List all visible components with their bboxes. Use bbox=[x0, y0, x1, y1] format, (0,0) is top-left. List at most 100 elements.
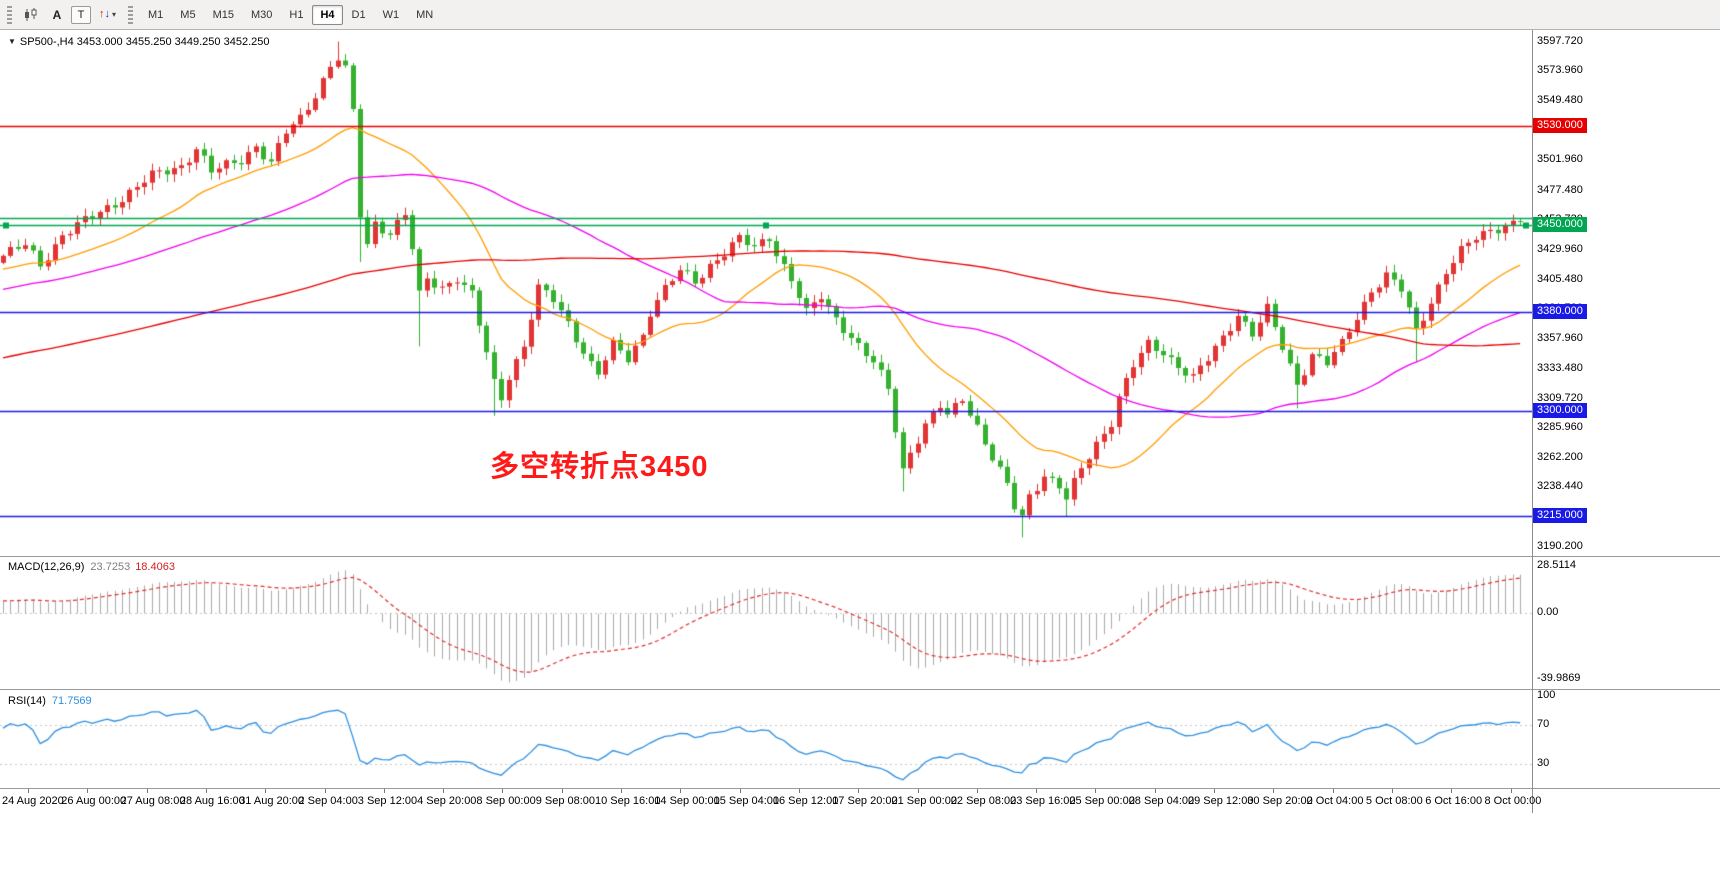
rsi-panel-canvas[interactable] bbox=[0, 690, 1532, 788]
panel-divider-time[interactable] bbox=[0, 788, 1720, 789]
rsi-name: RSI(14) bbox=[8, 695, 46, 707]
time-axis-label: 4 Sep 20:00 bbox=[417, 795, 477, 807]
time-axis-label: 16 Sep 12:00 bbox=[772, 795, 839, 807]
toolbar-grip[interactable] bbox=[7, 5, 12, 24]
dropdown-triangle-icon: ▼ bbox=[8, 37, 16, 46]
macd-main-value: 23.7253 bbox=[90, 561, 131, 573]
price-axis-tick: 3405.480 bbox=[1537, 272, 1583, 285]
price-line-badge: 3300.000 bbox=[1533, 402, 1587, 418]
rsi-indicator-label: RSI(14) 71.7569 bbox=[8, 695, 92, 707]
time-axis-label: 27 Aug 08:00 bbox=[120, 795, 186, 807]
rsi-axis-label: 70 bbox=[1537, 717, 1550, 730]
chart-annotation-text[interactable]: 多空转折点3450 bbox=[490, 451, 709, 483]
chart-mode-button[interactable] bbox=[19, 4, 43, 26]
price-line-badge: 3380.000 bbox=[1533, 303, 1587, 319]
price-axis-tick: 3333.480 bbox=[1537, 362, 1583, 375]
time-axis-tick bbox=[1451, 789, 1453, 793]
time-axis-label: 9 Sep 08:00 bbox=[535, 795, 596, 807]
time-axis-label: 22 Sep 08:00 bbox=[950, 795, 1017, 807]
macd-axis-label: 0.00 bbox=[1537, 606, 1559, 619]
time-axis-tick bbox=[28, 789, 29, 793]
time-axis-tick bbox=[858, 789, 860, 793]
time-axis-label: 17 Sep 20:00 bbox=[832, 795, 898, 807]
panel-divider-rsi[interactable] bbox=[0, 689, 1720, 690]
chart-symbol-title: ▼ SP500-,H4 3453.000 3455.250 3449.250 34… bbox=[8, 36, 269, 48]
timeframe-button-h4[interactable]: H4 bbox=[312, 4, 343, 25]
panel-divider-macd[interactable] bbox=[0, 556, 1720, 557]
caret-down-icon: ▾ bbox=[112, 10, 117, 19]
timeframe-toolbar: M1 M5 M15 M30 H1 H4 D1 W1 MN bbox=[140, 4, 441, 25]
macd-signal-value: 18.4063 bbox=[135, 561, 175, 573]
time-axis-label: 8 Sep 00:00 bbox=[476, 795, 536, 807]
price-line-badge: 3450.000 bbox=[1533, 216, 1587, 232]
time-axis-label: 31 Aug 20:00 bbox=[239, 795, 305, 807]
time-axis-label: 29 Sep 12:00 bbox=[1188, 795, 1254, 807]
macd-axis-label: -39.9869 bbox=[1537, 672, 1581, 685]
time-axis-tick bbox=[443, 789, 445, 793]
candlestick-icon bbox=[25, 7, 37, 21]
price-axis-tick: 3238.440 bbox=[1537, 480, 1583, 493]
price-axis-tick: 3429.960 bbox=[1537, 242, 1583, 255]
price-axis-tick: 3597.720 bbox=[1537, 34, 1583, 47]
timeframe-button-mn[interactable]: MN bbox=[408, 5, 441, 25]
time-axis-label: 2 Sep 04:00 bbox=[298, 795, 358, 807]
time-axis-tick bbox=[1332, 789, 1334, 793]
time-axis-tick bbox=[739, 789, 741, 793]
price-axis-tick: 3309.720 bbox=[1537, 391, 1583, 404]
time-axis-tick bbox=[1036, 789, 1038, 793]
top-toolbar: A T ↑ ↓ ▾ M1 M5 M15 M30 H1 H4 D1 W1 MN bbox=[0, 0, 1720, 30]
price-axis-tick: 3190.200 bbox=[1537, 540, 1583, 553]
time-axis-tick bbox=[502, 789, 504, 793]
time-axis-tick bbox=[1095, 789, 1097, 793]
time-axis-tick bbox=[976, 789, 978, 793]
arrows-tool-button[interactable]: ↑ ↓ ▾ bbox=[94, 4, 121, 26]
time-axis-tick bbox=[1391, 789, 1393, 793]
time-axis-tick bbox=[146, 789, 148, 793]
time-axis-tick bbox=[205, 789, 207, 793]
time-axis-label: 10 Sep 16:00 bbox=[595, 795, 661, 807]
time-axis-label: 21 Sep 00:00 bbox=[891, 795, 957, 807]
timeframe-button-m1[interactable]: M1 bbox=[140, 5, 171, 25]
text-tool-button[interactable]: T bbox=[71, 5, 91, 24]
time-axis-tick bbox=[680, 789, 682, 793]
macd-indicator-label: MACD(12,26,9) 23.7253 18.4063 bbox=[8, 561, 175, 573]
time-axis-tick bbox=[1273, 789, 1275, 793]
macd-panel-canvas[interactable] bbox=[0, 557, 1532, 689]
time-axis-tick bbox=[1214, 789, 1215, 793]
price-axis-tick: 3549.480 bbox=[1537, 94, 1583, 107]
rsi-value: 71.7569 bbox=[51, 695, 92, 707]
time-axis-tick bbox=[324, 789, 326, 793]
time-axis-tick bbox=[1154, 789, 1156, 793]
timeframe-button-m30[interactable]: M30 bbox=[243, 5, 280, 25]
time-axis-label: 25 Sep 00:00 bbox=[1069, 795, 1135, 807]
time-axis-label: 23 Sep 16:00 bbox=[1010, 795, 1076, 807]
price-axis-tick: 3262.200 bbox=[1537, 450, 1583, 463]
timeframe-button-d1[interactable]: D1 bbox=[344, 5, 374, 25]
time-axis-label: 15 Sep 04:00 bbox=[713, 795, 780, 807]
time-axis-label: 26 Aug 00:00 bbox=[61, 795, 127, 807]
time-axis-label: 8 Oct 00:00 bbox=[1484, 795, 1542, 807]
rsi-axis-label: 30 bbox=[1537, 756, 1550, 769]
price-axis-tick: 3357.960 bbox=[1537, 331, 1583, 344]
timeframe-toolbar-grip[interactable] bbox=[128, 5, 134, 24]
price-scale-separator[interactable] bbox=[1532, 30, 1533, 813]
macd-name: MACD(12,26,9) bbox=[8, 561, 85, 573]
price-line-badge: 3530.000 bbox=[1533, 117, 1587, 133]
time-axis-label: 28 Aug 16:00 bbox=[179, 795, 245, 807]
timeframe-button-m5[interactable]: M5 bbox=[172, 5, 203, 25]
timeframe-button-h1[interactable]: H1 bbox=[281, 5, 311, 25]
time-axis-label: 3 Sep 12:00 bbox=[357, 795, 418, 807]
time-axis-tick bbox=[87, 789, 89, 793]
macd-axis-label: 28.5114 bbox=[1537, 559, 1576, 572]
time-axis-tick bbox=[561, 789, 563, 793]
timeframe-button-w1[interactable]: W1 bbox=[375, 5, 408, 25]
text-label-tool-button[interactable]: A bbox=[46, 4, 68, 26]
time-axis-label: 2 Oct 04:00 bbox=[1306, 795, 1364, 807]
time-axis-tick bbox=[621, 789, 622, 793]
time-axis-label: 28 Sep 04:00 bbox=[1128, 795, 1195, 807]
price-axis-tick: 3285.960 bbox=[1537, 421, 1583, 434]
timeframe-button-m15[interactable]: M15 bbox=[205, 5, 242, 25]
time-axis-tick bbox=[798, 789, 800, 793]
price-chart-canvas[interactable] bbox=[0, 30, 1532, 556]
